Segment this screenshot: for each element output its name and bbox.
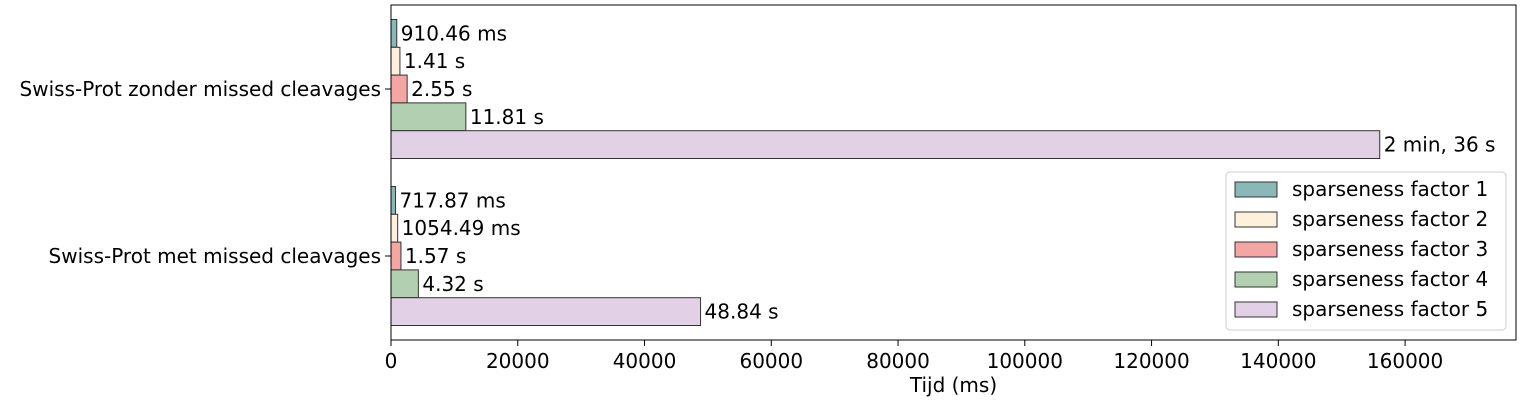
data-label-2-series-4: 4.32 s (422, 272, 483, 296)
bar-1-series-4 (390, 102, 467, 132)
legend-label-series-1: sparseness factor 1 (1292, 177, 1488, 201)
data-label-1-series-5: 2 min, 36 s (1384, 133, 1496, 157)
bar-2-series-3 (390, 241, 402, 271)
bar-2-series-4 (390, 269, 419, 299)
bar-2-series-2 (390, 213, 399, 243)
legend-label-series-2: sparseness factor 2 (1292, 207, 1488, 231)
bar-1-series-2 (390, 46, 401, 76)
legend-swatch-series-3 (1234, 241, 1278, 258)
data-label-1-series-2: 1.41 s (404, 49, 465, 73)
bar-1-series-5 (390, 130, 1381, 159)
legend-swatch-series-2 (1234, 211, 1278, 228)
x-axis-ticks: 0 20000 40000 60000 80000 100000 120000 140000 1… (385, 340, 1443, 373)
x-tick-label: 60000 (739, 349, 803, 373)
data-label-2-series-1: 717.87 ms (400, 188, 506, 212)
legend-label-series-5: sparseness factor 5 (1292, 297, 1488, 321)
data-label-2-series-3: 1.57 s (405, 244, 466, 268)
bar-2-series-1 (390, 186, 397, 215)
legend-swatch-series-5 (1234, 301, 1278, 318)
legend-label-series-3: sparseness factor 3 (1292, 237, 1488, 261)
x-tick-label: 0 (385, 349, 398, 373)
data-label-1-series-4: 11.81 s (470, 105, 544, 129)
legend-label-series-4: sparseness factor 4 (1292, 267, 1488, 291)
x-tick-label: 120000 (1113, 349, 1189, 373)
bar-1-series-1 (390, 19, 398, 48)
legend-swatch-series-4 (1234, 271, 1278, 288)
data-label-1-series-3: 2.55 s (411, 77, 472, 101)
bar-2-series-5 (390, 297, 702, 327)
legend-swatch-series-1 (1234, 181, 1278, 198)
x-axis-label: Tijd (ms) (909, 373, 997, 397)
y-axis-ticks: Swiss-Prot zonder missed cleavages Swiss-… (20, 77, 391, 268)
x-tick-label: 160000 (1367, 349, 1443, 373)
category-label: Swiss-Prot zonder missed cleavages (20, 77, 381, 101)
data-labels-layer: 910.46 ms 1.41 s 2.55 s 11.81 s 2 min, 36 s 7… (400, 21, 1496, 323)
legend: sparseness factor 1 sparseness factor 2 sp… (1225, 171, 1507, 331)
legend-box (1225, 171, 1507, 331)
x-tick-label: 20000 (486, 349, 550, 373)
bar-1-series-3 (390, 74, 408, 104)
plot-frame (390, 4, 1517, 341)
x-tick-label: 100000 (987, 349, 1063, 373)
x-tick-label: 40000 (613, 349, 677, 373)
category-label: Swiss-Prot met missed cleavages (49, 244, 381, 268)
data-label-2-series-2: 1054.49 ms (402, 216, 521, 240)
x-tick-label: 140000 (1240, 349, 1316, 373)
data-label-1-series-1: 910.46 ms (401, 21, 507, 45)
data-label-2-series-5: 48.84 s (705, 300, 779, 324)
x-tick-label: 80000 (866, 349, 930, 373)
